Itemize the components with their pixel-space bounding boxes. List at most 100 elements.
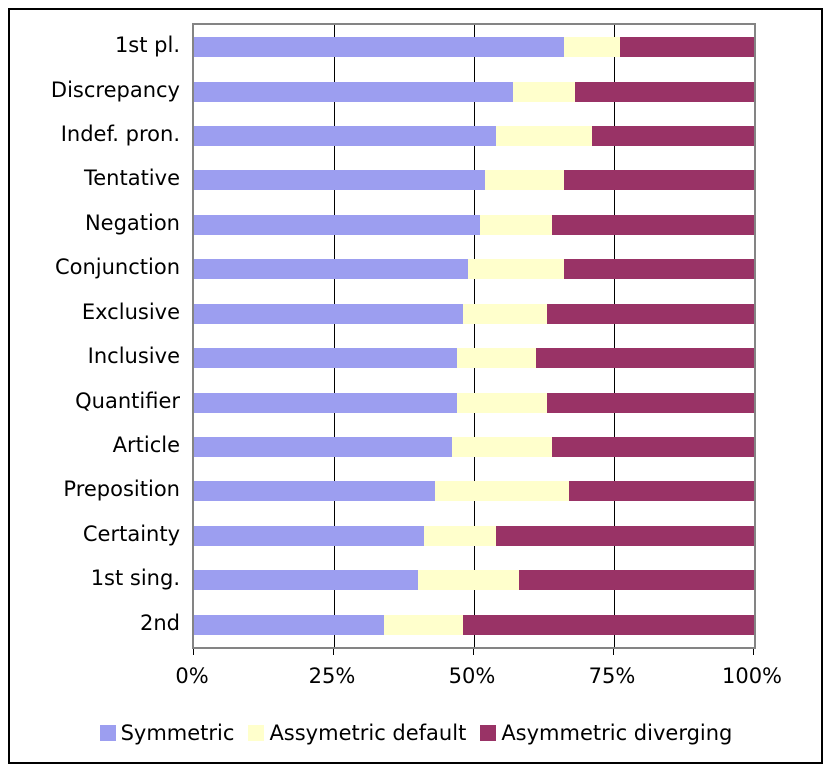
- stacked-bar-1st-sing: [194, 570, 754, 591]
- bar-segment-symmetric: [194, 170, 486, 191]
- category-label-discrepancy: Discrepancy: [50, 77, 180, 102]
- category-label-1st-pl: 1st pl.: [114, 33, 180, 58]
- category-label-indef-pron: Indef. pron.: [60, 122, 180, 147]
- bar-segment-asymmetric-diverging: [546, 303, 754, 324]
- bar-row-indef-pron: [194, 114, 754, 158]
- category-label-negation: Negation: [84, 210, 180, 235]
- category-label-quantifier: Quantifier: [75, 388, 180, 413]
- category-label-exclusive: Exclusive: [81, 299, 180, 324]
- legend-label: Assymetric default: [269, 721, 467, 745]
- bar-segment-assymetric-default: [479, 214, 553, 235]
- bar-segment-assymetric-default: [451, 437, 553, 457]
- figure-border: [8, 8, 823, 764]
- legend-swatch-assymetric-default: [248, 725, 265, 741]
- tick-mark-0: [193, 649, 194, 655]
- category-label-preposition: Preposition: [63, 477, 180, 502]
- bar-row-discrepancy: [194, 69, 754, 113]
- bar-row-negation: [194, 203, 754, 247]
- category-label-conjunction: Conjunction: [54, 255, 180, 280]
- category-label-article: Article: [112, 433, 180, 457]
- bar-segment-symmetric: [194, 81, 514, 102]
- bar-segment-assymetric-default: [434, 481, 570, 502]
- x-tick-label-0: 0%: [175, 664, 209, 688]
- category-label-certainty: Certainty: [82, 521, 180, 546]
- stacked-bar-indef-pron: [194, 126, 754, 147]
- legend-item-assymetric-default: Assymetric default: [248, 721, 466, 745]
- bar-segment-assymetric-default: [457, 348, 536, 369]
- plot-area: [192, 23, 756, 655]
- bar-segment-asymmetric-diverging: [462, 614, 754, 635]
- stacked-bar-exclusive: [194, 303, 754, 324]
- stacked-bar-negation: [194, 214, 754, 235]
- bar-segment-asymmetric-diverging: [563, 259, 754, 280]
- legend-swatch-symmetric: [99, 725, 116, 741]
- stacked-bar-certainty: [194, 525, 754, 546]
- bar-row-conjunction: [194, 247, 754, 291]
- category-axis-labels: 1st pl. Discrepancy Indef. pron. Tentative N…: [0, 23, 180, 645]
- stacked-bar-conjunction: [194, 259, 754, 280]
- tick-mark-50: [473, 649, 474, 655]
- gridline-50: [474, 25, 475, 647]
- bar-segment-asymmetric-diverging: [619, 37, 754, 58]
- bar-segment-symmetric: [194, 126, 497, 147]
- bar-segment-assymetric-default: [513, 81, 575, 102]
- category-label-2nd: 2nd: [139, 610, 180, 635]
- bar-row-preposition: [194, 469, 754, 513]
- bar-segment-symmetric: [194, 214, 480, 235]
- x-tick-label-100: 100%: [721, 664, 783, 688]
- stacked-bar-tentative: [194, 170, 754, 191]
- bar-segment-symmetric: [194, 259, 469, 280]
- bar-segment-symmetric: [194, 392, 458, 413]
- bar-segment-assymetric-default: [457, 392, 547, 413]
- chart-legend: Symmetric Assymetric default Asymmetric …: [0, 721, 832, 745]
- bar-segment-symmetric: [194, 348, 458, 369]
- legend-item-asymmetric-diverging: Asymmetric diverging: [480, 721, 732, 745]
- bar-segment-assymetric-default: [563, 37, 620, 58]
- bar-segment-assymetric-default: [462, 303, 547, 324]
- bar-segment-symmetric: [194, 525, 424, 546]
- bar-row-2nd: [194, 602, 754, 646]
- bar-segment-asymmetric-diverging: [591, 126, 754, 147]
- bar-segment-asymmetric-diverging: [563, 170, 754, 191]
- x-tick-label-75: 75%: [588, 664, 636, 688]
- bar-segment-assymetric-default: [423, 525, 497, 546]
- stacked-bar-preposition: [194, 481, 754, 502]
- gridline-75: [614, 25, 615, 647]
- gridline-25: [334, 25, 335, 647]
- bar-row-inclusive: [194, 336, 754, 380]
- bar-segment-asymmetric-diverging: [569, 481, 754, 502]
- stacked-bar-1st-pl: [194, 37, 754, 58]
- bar-row-tentative: [194, 158, 754, 202]
- bar-segment-symmetric: [194, 303, 463, 324]
- bar-segment-assymetric-default: [485, 170, 564, 191]
- bar-rows: [194, 25, 754, 647]
- legend-label: Asymmetric diverging: [501, 721, 733, 745]
- bar-segment-asymmetric-diverging: [552, 437, 754, 457]
- bar-row-1st-sing: [194, 558, 754, 602]
- bar-segment-asymmetric-diverging: [535, 348, 754, 369]
- bar-segment-asymmetric-diverging: [546, 392, 754, 413]
- bar-row-certainty: [194, 514, 754, 558]
- bar-segment-symmetric: [194, 437, 452, 457]
- bar-row-article: [194, 425, 754, 469]
- bar-segment-symmetric: [194, 481, 435, 502]
- stacked-bar-2nd: [194, 614, 754, 635]
- stacked-bar-quantifier: [194, 392, 754, 413]
- bar-segment-asymmetric-diverging: [518, 570, 754, 591]
- bar-row-exclusive: [194, 292, 754, 336]
- bar-segment-assymetric-default: [418, 570, 519, 591]
- legend-item-symmetric: Symmetric: [99, 721, 234, 745]
- category-label-1st-sing: 1st sing.: [90, 566, 180, 591]
- bar-segment-assymetric-default: [468, 259, 564, 280]
- tick-mark-100: [753, 649, 754, 655]
- bar-segment-asymmetric-diverging: [496, 525, 754, 546]
- bar-row-1st-pl: [194, 25, 754, 69]
- bar-segment-assymetric-default: [384, 614, 463, 635]
- stacked-bar-article: [194, 437, 754, 457]
- category-label-tentative: Tentative: [83, 166, 180, 191]
- tick-mark-25: [333, 649, 334, 655]
- category-label-inclusive: Inclusive: [87, 344, 180, 369]
- bar-segment-assymetric-default: [496, 126, 592, 147]
- bar-row-quantifier: [194, 380, 754, 424]
